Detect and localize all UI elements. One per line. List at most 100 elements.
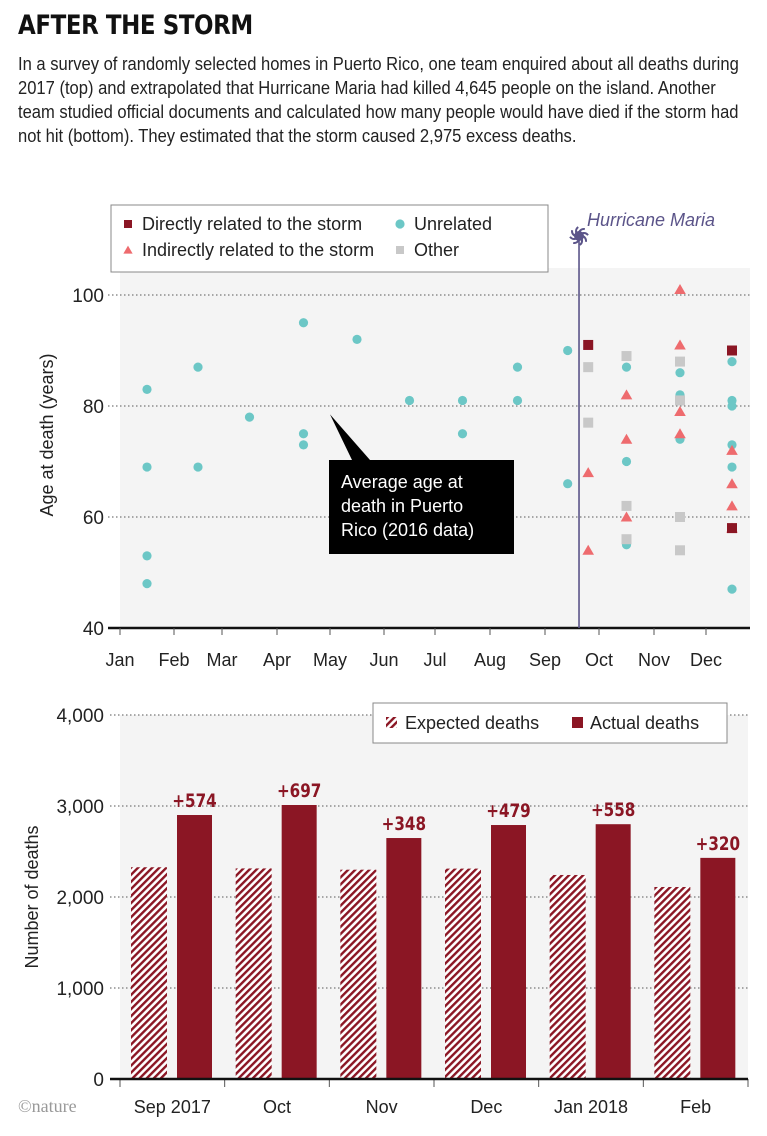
y-axis-label: Age at death (years) (37, 353, 57, 516)
y-axis-label: Number of deaths (22, 825, 42, 968)
legend-marker-indirect (123, 245, 133, 254)
x-tick-label: Jan 2018 (554, 1097, 628, 1117)
data-point-direct (727, 345, 737, 356)
data-point-unrelated (727, 440, 737, 450)
data-point-unrelated (193, 362, 203, 372)
bar-expected (235, 868, 272, 1079)
x-tick-label: Oct (263, 1097, 291, 1117)
data-label-excess: +479 (486, 800, 530, 822)
data-point-unrelated (621, 362, 632, 372)
x-tick-label: Nov (366, 1097, 398, 1117)
age-scatter-chart: 40 60 80 100 Jan Feb Mar Apr May Jun Jul Aug Sep Oct N… (37, 204, 750, 670)
legend-label: Expected deaths (405, 713, 539, 733)
bar-expected (549, 874, 586, 1079)
data-point-indirect (582, 467, 594, 478)
data-point-indirect (674, 283, 686, 294)
data-label-excess: +348 (382, 813, 426, 835)
x-tick-label: Oct (585, 650, 613, 670)
data-point-direct (583, 339, 594, 350)
x-tick-label: Dec (470, 1097, 502, 1117)
legend-label: Other (414, 240, 459, 260)
data-point-indirect (674, 406, 686, 417)
bar-expected (445, 868, 481, 1079)
x-tick-label: Dec (690, 650, 722, 670)
data-point-unrelated (727, 584, 737, 594)
data-label-excess: +574 (172, 790, 216, 812)
data-point-indirect (726, 500, 738, 511)
data-point-unrelated (512, 395, 523, 406)
legend-label: Unrelated (414, 214, 492, 234)
data-point-unrelated (457, 429, 468, 439)
x-tick-label: Nov (638, 650, 670, 670)
y-tick-label: 80 (83, 397, 104, 418)
data-point-indirect (620, 389, 633, 400)
data-point-unrelated (352, 334, 362, 344)
data-point-unrelated (512, 362, 523, 372)
legend-label: Actual deaths (590, 713, 699, 733)
annotation-text: Average age at (341, 472, 463, 492)
data-point-unrelated (621, 456, 632, 467)
data-label-excess: +558 (591, 800, 635, 822)
bar-expected (340, 869, 377, 1079)
annotation-text: death in Puerto (341, 496, 463, 516)
data-point-other (583, 417, 594, 428)
annotation-pointer (330, 414, 370, 460)
data-point-other (675, 395, 685, 406)
x-tick-label: Sep 2017 (134, 1097, 211, 1117)
legend-label: Indirectly related to the storm (142, 240, 374, 260)
x-tick-label: Mar (207, 650, 238, 670)
data-point-unrelated (142, 579, 152, 589)
y-tick-label: 3,000 (56, 797, 104, 818)
data-point-unrelated (298, 318, 309, 328)
y-tick-label: 0 (93, 1070, 104, 1091)
y-tick-label: 1,000 (56, 979, 104, 1000)
data-point-unrelated (193, 462, 203, 472)
data-point-unrelated (457, 395, 468, 406)
data-label-excess: +320 (696, 833, 740, 855)
figure-title: AFTER THE STORM (18, 10, 253, 41)
data-point-other (583, 362, 594, 373)
data-point-unrelated (404, 395, 415, 406)
scatter-legend (110, 204, 549, 273)
data-point-unrelated (675, 368, 685, 378)
data-point-indirect (620, 433, 633, 444)
bar-legend (372, 702, 728, 744)
x-tick-label: Jul (423, 650, 446, 670)
y-tick-label: 100 (72, 286, 104, 307)
bar-actual (700, 857, 736, 1079)
bar-actual (177, 815, 212, 1079)
y-tick-label: 40 (83, 619, 104, 640)
bar-actual (386, 838, 422, 1079)
hurricane-label: Hurricane Maria (587, 210, 715, 230)
data-point-unrelated (142, 462, 152, 472)
bar-expected (654, 886, 691, 1079)
data-point-other (675, 512, 685, 522)
hurricane-icon-arm (582, 235, 588, 243)
data-point-unrelated (142, 551, 152, 561)
annotation-box (329, 460, 514, 554)
data-point-unrelated (142, 384, 152, 394)
hurricane-icon-arm (569, 236, 577, 241)
data-point-unrelated (244, 412, 255, 422)
hurricane-icon-arm (579, 238, 584, 246)
data-label-excess: +697 (277, 780, 321, 802)
y-tick-label: 4,000 (56, 706, 104, 727)
x-tick-label: Feb (680, 1097, 711, 1117)
data-point-indirect (582, 544, 594, 555)
hurricane-icon-arm (574, 226, 579, 234)
x-tick-label: Apr (263, 650, 291, 670)
x-tick-label: May (313, 650, 347, 670)
data-point-other (621, 534, 632, 545)
data-point-unrelated (727, 357, 737, 367)
legend-label: Directly related to the storm (142, 214, 362, 234)
y-tick-label: 2,000 (56, 888, 104, 909)
data-point-direct (727, 523, 737, 534)
data-point-unrelated (727, 401, 737, 411)
deaths-bar-chart: 0 1,000 2,000 3,000 4,000 +574 Sep 2017 +697 Oct… (22, 702, 749, 1117)
x-tick-label: Aug (474, 650, 506, 670)
bar-expected (131, 867, 167, 1079)
hurricane-icon-arm (578, 227, 586, 233)
hurricane-icon-arm (581, 231, 589, 236)
x-tick-label: Feb (158, 650, 189, 670)
hurricane-icon-core (574, 231, 585, 241)
